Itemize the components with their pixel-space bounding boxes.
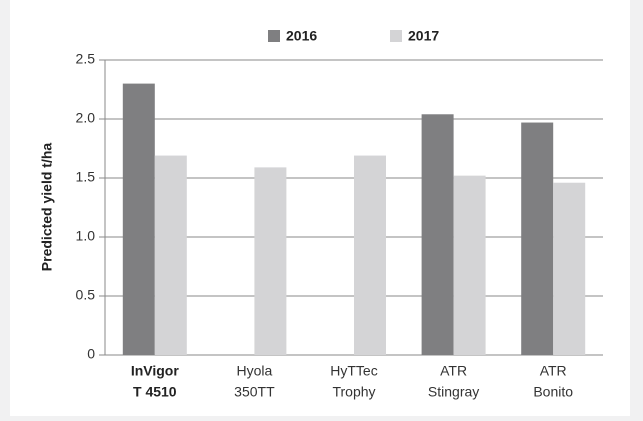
bar xyxy=(254,167,287,355)
x-tick-label: ATR xyxy=(440,363,467,379)
legend-label: 2017 xyxy=(408,28,439,44)
x-tick-label: Bonito xyxy=(533,384,573,400)
bar xyxy=(354,155,386,355)
x-tick-label: 350TT xyxy=(234,384,275,400)
bar xyxy=(154,155,187,355)
bar xyxy=(453,175,486,355)
bar xyxy=(122,83,155,355)
legend-label: 2016 xyxy=(286,28,317,44)
x-tick-label: Stingray xyxy=(428,384,479,400)
x-tick-label: InVigor xyxy=(131,363,180,379)
bar xyxy=(553,182,586,355)
y-tick-label: 1.5 xyxy=(76,169,96,185)
y-tick-label: 1.0 xyxy=(76,228,96,244)
bar xyxy=(421,114,454,355)
x-tick-label: Trophy xyxy=(332,384,375,400)
bar xyxy=(521,122,554,355)
x-tick-label: ATR xyxy=(540,363,567,379)
legend-swatch xyxy=(268,30,280,42)
y-tick-label: 0.5 xyxy=(76,287,96,303)
y-axis-label: Predicted yield t/ha xyxy=(39,143,55,272)
y-tick-label: 2.5 xyxy=(76,51,96,67)
legend-swatch xyxy=(390,30,402,42)
y-tick-label: 2.0 xyxy=(76,110,96,126)
x-tick-label: Hyola xyxy=(237,363,273,379)
y-tick-label: 0 xyxy=(87,346,95,362)
x-tick-label: T 4510 xyxy=(133,384,177,400)
x-tick-label: HyTTec xyxy=(330,363,377,379)
